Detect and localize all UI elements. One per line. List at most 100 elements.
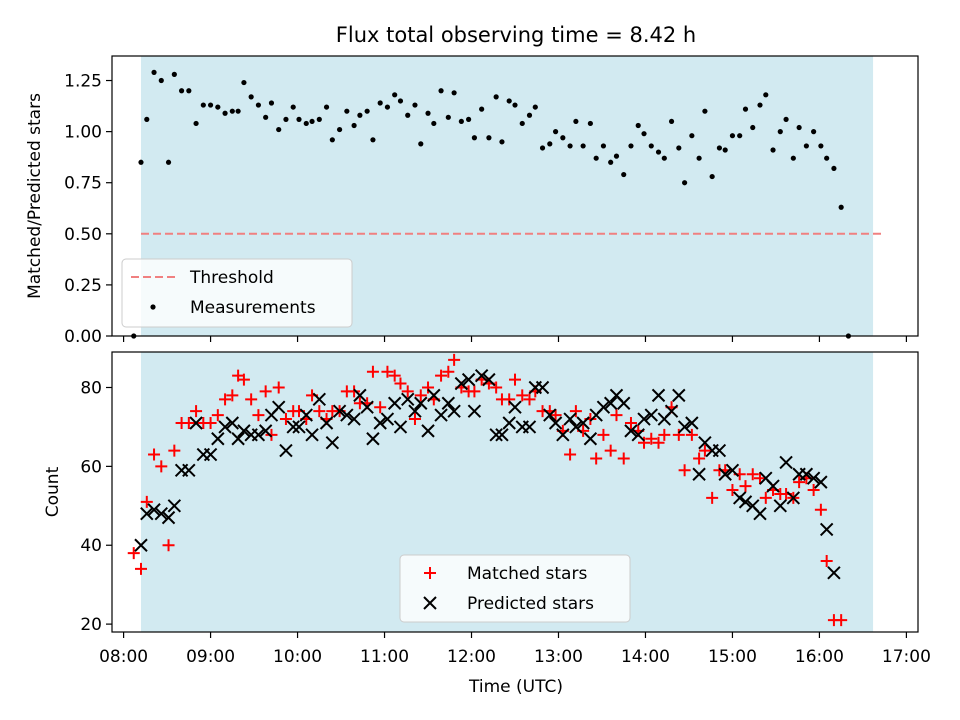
measurement-point	[783, 116, 789, 122]
x-tick-label: 15:00	[708, 647, 757, 667]
matched-star-point	[272, 381, 285, 394]
matched-star-point	[265, 428, 278, 441]
predicted-star-point	[211, 432, 225, 446]
predicted-star-point	[408, 404, 422, 418]
top-legend-box	[121, 258, 353, 328]
matched-star-point	[590, 452, 603, 465]
predicted-star-point	[766, 479, 780, 493]
predicted-star-point	[225, 416, 240, 430]
predicted-star-point	[799, 467, 814, 481]
measurement-point	[144, 116, 150, 122]
predicted-star-point	[563, 412, 577, 426]
predicted-star-point	[154, 506, 168, 521]
predicted-star-point	[347, 412, 361, 426]
legend-predicted-swatch	[423, 596, 437, 610]
measurement-point	[608, 159, 614, 165]
predicted-star-point	[251, 428, 266, 442]
measurement-point	[235, 108, 241, 114]
predicted-star-point	[508, 400, 522, 414]
matched-star-point	[638, 436, 651, 449]
predicted-star-point	[779, 455, 793, 470]
measurement-point	[803, 143, 809, 149]
predicted-star-point	[672, 388, 686, 403]
matched-star-point	[168, 444, 181, 457]
top-y-axis-label: Matched/Predicted stars	[25, 93, 45, 299]
matched-star-point	[348, 385, 361, 398]
measurement-point	[635, 122, 641, 129]
predicted-star-point	[279, 443, 293, 458]
measurement-point	[722, 147, 728, 153]
predicted-star-point	[218, 420, 232, 434]
x-axis-label: Time (UTC)	[468, 677, 563, 697]
measurement-point	[628, 143, 634, 149]
predicted-star-points	[134, 368, 841, 580]
predicted-star-point	[583, 432, 598, 446]
measurement-point	[471, 135, 478, 141]
predicted-star-point	[624, 424, 638, 438]
measurement-point	[499, 139, 505, 145]
matched-star-point	[140, 495, 153, 508]
matched-star-point	[523, 393, 536, 406]
predicted-star-point	[421, 424, 435, 438]
measurement-point	[412, 102, 418, 108]
matched-star-point	[678, 464, 691, 477]
predicted-star-point	[718, 467, 732, 481]
matched-star-point	[652, 436, 665, 449]
measurement-point	[303, 120, 309, 127]
predicted-star-point	[447, 404, 461, 418]
matched-star-point	[313, 405, 326, 418]
matched-star-point	[698, 444, 711, 457]
predicted-star-point	[461, 372, 476, 387]
matched-star-point	[549, 409, 562, 422]
measurement-point	[222, 110, 228, 116]
top-axes-frame	[111, 55, 919, 337]
measurement-point	[479, 106, 485, 112]
predicted-star-point	[522, 420, 537, 434]
matched-star-point	[597, 428, 610, 441]
legend-predicted-label: Predicted stars	[467, 594, 594, 614]
matched-star-point	[381, 365, 394, 378]
predicted-star-point	[434, 408, 448, 422]
measurement-point	[526, 112, 533, 118]
measurement-point	[431, 120, 437, 127]
measurement-point	[702, 108, 708, 114]
matched-star-point	[252, 409, 265, 422]
measurement-point	[309, 118, 315, 125]
measurement-point	[397, 98, 404, 104]
measurement-point	[316, 116, 322, 122]
measurement-point	[519, 120, 525, 127]
measurement-point	[241, 79, 247, 86]
predicted-star-point	[312, 392, 327, 407]
matched-star-point	[503, 393, 516, 406]
measurement-point	[138, 159, 144, 165]
bottom-x-ticks: 08:00 09:00 10:00 11:00 12:00 13:00 14:00 15:00…	[99, 632, 931, 667]
measurement-point	[512, 102, 518, 108]
measurement-point	[757, 102, 763, 108]
predicted-star-point	[292, 420, 306, 434]
x-tick-label: 12:00	[447, 647, 496, 667]
measurement-point	[560, 135, 566, 141]
matched-star-point	[490, 381, 503, 394]
predicted-star-point	[203, 447, 218, 462]
chart-title: Flux total observing time = 8.42 h	[336, 23, 696, 47]
measurement-point	[171, 71, 177, 77]
x-tick-label: 11:00	[360, 647, 409, 667]
predicted-star-point	[353, 388, 367, 403]
measurement-point	[661, 155, 667, 161]
predicted-star-point	[535, 380, 550, 395]
predicted-star-point	[380, 412, 395, 426]
y-tick-label: 60	[80, 457, 102, 477]
bottom-axes-frame	[111, 351, 919, 633]
x-tick-label: 09:00	[186, 647, 235, 667]
measurement-point	[377, 100, 383, 106]
predicted-star-point	[548, 416, 563, 430]
matched-star-point	[706, 491, 719, 504]
predicted-star-point	[712, 443, 727, 458]
measurement-point	[831, 165, 837, 172]
measurement-point	[648, 143, 654, 149]
y-tick-label: 80	[80, 378, 102, 398]
measurement-point	[547, 141, 553, 147]
predicted-star-point	[596, 400, 611, 414]
predicted-star-point	[182, 463, 196, 478]
measurement-point	[255, 102, 262, 108]
